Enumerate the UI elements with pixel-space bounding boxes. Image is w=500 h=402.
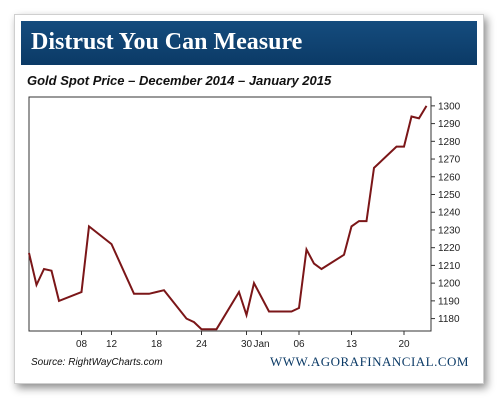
y-tick-label: 1230 — [438, 225, 461, 236]
y-tick-label: 1210 — [438, 261, 461, 272]
y-tick-label: 1260 — [438, 172, 461, 183]
chart-card: Distrust You Can Measure Gold Spot Price… — [14, 14, 484, 384]
plot-frame — [28, 96, 432, 332]
y-tick-label: 1220 — [438, 243, 461, 254]
y-tick-label: 1180 — [438, 314, 460, 325]
title-banner: Distrust You Can Measure — [21, 21, 477, 65]
y-tick-label: 1250 — [438, 190, 461, 201]
gold-price-line-chart: 1180119012001210122012301240125012601270… — [28, 96, 461, 350]
y-tick-label: 1270 — [438, 155, 461, 166]
y-tick-label: 1300 — [438, 101, 461, 112]
x-tick-label: Jan — [253, 339, 269, 350]
x-tick-label: 12 — [106, 339, 118, 350]
x-tick-label: 24 — [196, 339, 208, 350]
y-tick-label: 1280 — [438, 137, 461, 148]
x-tick-label: 06 — [293, 339, 305, 350]
x-tick-label: 20 — [398, 339, 410, 350]
y-tick-label: 1200 — [438, 279, 461, 290]
footer-website-link[interactable]: WWW.AGORAFINANCIAL.COM — [269, 354, 469, 369]
y-tick-label: 1290 — [438, 119, 461, 130]
source-note: Source: RightWayCharts.com — [31, 357, 163, 368]
x-tick-label: 30 — [241, 339, 253, 350]
y-tick-label: 1190 — [438, 296, 460, 307]
x-tick-label: 13 — [346, 339, 358, 350]
banner-title: Distrust You Can Measure — [31, 29, 303, 55]
x-tick-label: 18 — [151, 339, 163, 350]
x-tick-label: 08 — [76, 339, 88, 350]
gold-price-series-line — [28, 105, 428, 331]
y-tick-label: 1240 — [438, 208, 461, 219]
chart-title: Gold Spot Price – December 2014 – Januar… — [27, 73, 332, 88]
